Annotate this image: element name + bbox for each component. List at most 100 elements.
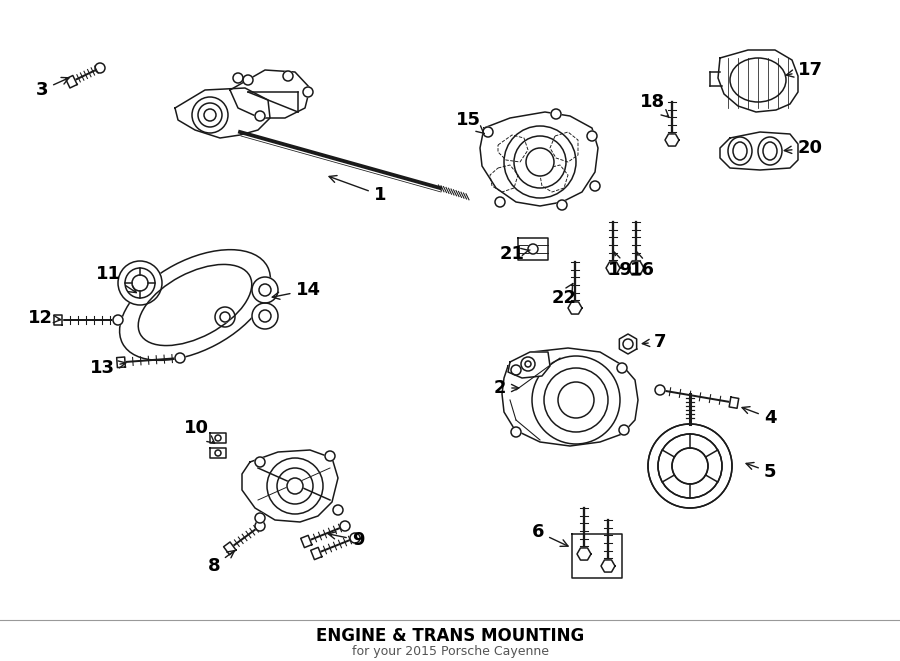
Circle shape xyxy=(333,505,343,515)
Circle shape xyxy=(590,181,600,191)
Polygon shape xyxy=(602,561,614,571)
Circle shape xyxy=(113,315,123,325)
Polygon shape xyxy=(502,348,638,446)
Circle shape xyxy=(175,353,185,363)
Text: 22: 22 xyxy=(552,284,577,307)
Ellipse shape xyxy=(758,137,782,165)
Circle shape xyxy=(283,71,293,81)
Circle shape xyxy=(504,126,576,198)
Polygon shape xyxy=(310,547,322,560)
Text: 20: 20 xyxy=(784,139,823,157)
Circle shape xyxy=(544,368,608,432)
Polygon shape xyxy=(601,560,615,572)
Text: 8: 8 xyxy=(208,551,235,575)
Polygon shape xyxy=(66,75,77,88)
Text: 17: 17 xyxy=(787,61,823,79)
Polygon shape xyxy=(210,433,226,443)
Text: 18: 18 xyxy=(639,93,669,117)
Text: 10: 10 xyxy=(184,419,214,444)
Circle shape xyxy=(252,277,278,303)
Polygon shape xyxy=(508,352,550,378)
Circle shape xyxy=(672,448,708,484)
Circle shape xyxy=(350,533,360,543)
Circle shape xyxy=(483,127,493,137)
Text: 13: 13 xyxy=(89,359,126,377)
Text: 19: 19 xyxy=(608,252,633,279)
Polygon shape xyxy=(577,548,591,560)
Circle shape xyxy=(255,513,265,523)
Text: 5: 5 xyxy=(746,463,776,481)
Polygon shape xyxy=(301,535,312,547)
Circle shape xyxy=(526,148,554,176)
Text: 11: 11 xyxy=(95,265,137,293)
Text: 2: 2 xyxy=(494,379,518,397)
Text: 16: 16 xyxy=(629,253,654,279)
Circle shape xyxy=(303,87,313,97)
Circle shape xyxy=(558,382,594,418)
Text: 4: 4 xyxy=(742,407,776,427)
Circle shape xyxy=(623,339,633,349)
Polygon shape xyxy=(607,263,619,273)
Text: 14: 14 xyxy=(272,281,320,299)
Text: 6: 6 xyxy=(532,523,568,547)
Polygon shape xyxy=(666,135,678,145)
Text: ENGINE & TRANS MOUNTING: ENGINE & TRANS MOUNTING xyxy=(316,627,584,645)
Circle shape xyxy=(619,425,629,435)
Circle shape xyxy=(215,450,221,456)
Polygon shape xyxy=(569,303,581,313)
Circle shape xyxy=(259,310,271,322)
Polygon shape xyxy=(518,238,548,260)
Ellipse shape xyxy=(728,137,752,165)
Polygon shape xyxy=(242,450,338,522)
Text: 15: 15 xyxy=(455,111,484,134)
Polygon shape xyxy=(223,542,236,555)
Polygon shape xyxy=(568,302,582,314)
Polygon shape xyxy=(230,70,310,118)
Circle shape xyxy=(511,427,521,437)
Circle shape xyxy=(325,451,335,461)
Polygon shape xyxy=(628,261,644,275)
Circle shape xyxy=(532,356,620,444)
Circle shape xyxy=(287,478,303,494)
Circle shape xyxy=(340,521,350,531)
Circle shape xyxy=(118,261,162,305)
Circle shape xyxy=(514,136,566,188)
Polygon shape xyxy=(665,134,679,146)
Circle shape xyxy=(125,268,155,298)
Polygon shape xyxy=(606,262,620,274)
Circle shape xyxy=(495,197,505,207)
Text: 9: 9 xyxy=(328,531,364,549)
Polygon shape xyxy=(117,357,125,368)
Circle shape xyxy=(132,275,148,291)
Polygon shape xyxy=(210,448,226,458)
Circle shape xyxy=(215,435,221,441)
Polygon shape xyxy=(720,132,798,170)
Circle shape xyxy=(255,457,265,467)
Circle shape xyxy=(617,363,627,373)
Circle shape xyxy=(252,303,278,329)
Circle shape xyxy=(551,109,561,119)
Text: 21: 21 xyxy=(500,245,530,263)
Polygon shape xyxy=(630,263,642,273)
Circle shape xyxy=(204,109,216,121)
Circle shape xyxy=(277,468,313,504)
Circle shape xyxy=(243,75,253,85)
Polygon shape xyxy=(729,397,739,408)
Polygon shape xyxy=(718,50,798,112)
Circle shape xyxy=(648,424,732,508)
Circle shape xyxy=(267,458,323,514)
Polygon shape xyxy=(54,315,62,325)
Circle shape xyxy=(192,97,228,133)
Circle shape xyxy=(255,111,265,121)
Text: 1: 1 xyxy=(329,176,386,204)
Polygon shape xyxy=(175,88,270,138)
Circle shape xyxy=(255,521,265,531)
Polygon shape xyxy=(619,334,636,354)
Circle shape xyxy=(557,200,567,210)
Circle shape xyxy=(528,244,538,254)
Circle shape xyxy=(525,361,531,367)
Circle shape xyxy=(259,284,271,296)
Polygon shape xyxy=(578,549,590,559)
Circle shape xyxy=(658,434,722,498)
Ellipse shape xyxy=(120,250,270,360)
